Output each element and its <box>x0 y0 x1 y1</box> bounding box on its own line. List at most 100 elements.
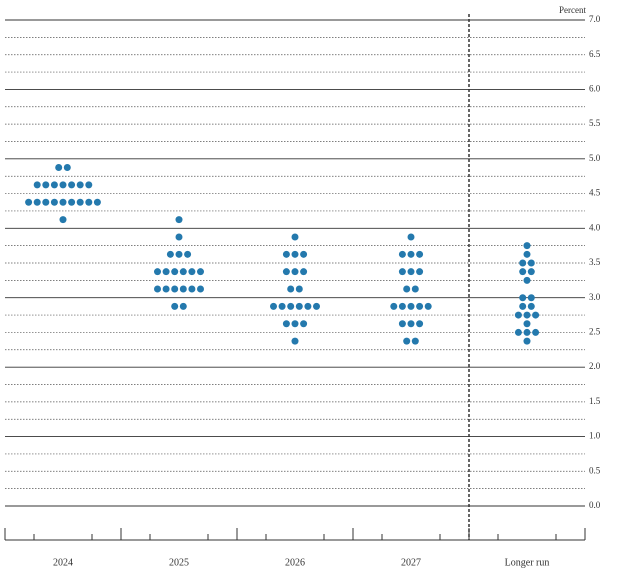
y-tick-label: 4.0 <box>589 222 601 232</box>
y-tick-label: 2.0 <box>589 361 601 371</box>
dot <box>514 328 522 336</box>
dot <box>42 181 50 189</box>
dot <box>76 198 84 206</box>
dot <box>527 302 535 310</box>
dot <box>50 198 58 206</box>
dot <box>59 198 67 206</box>
dot <box>63 164 71 172</box>
dot <box>282 320 290 328</box>
y-tick-label: 2.5 <box>589 326 601 336</box>
dot <box>85 198 93 206</box>
dot <box>523 337 531 345</box>
x-tick-label: 2024 <box>53 557 73 568</box>
dot <box>270 302 277 310</box>
y-tick-label: 7.0 <box>589 14 601 24</box>
dot <box>68 181 76 189</box>
dot <box>416 320 424 328</box>
y-tick-label: 5.5 <box>589 118 601 128</box>
dot <box>390 302 398 310</box>
dot <box>42 198 50 206</box>
dot <box>175 216 183 224</box>
dot <box>291 268 299 276</box>
dot <box>287 285 295 293</box>
y-tick-label: 5.0 <box>589 153 601 163</box>
dot <box>523 242 531 250</box>
y-tick-label: 3.0 <box>589 292 601 302</box>
dot <box>407 250 415 258</box>
dot <box>175 233 183 241</box>
dot <box>519 268 527 276</box>
dot <box>416 268 424 276</box>
dot <box>398 320 406 328</box>
y-tick-label: 1.5 <box>589 396 601 406</box>
dot <box>166 250 174 258</box>
dot <box>162 285 170 293</box>
dot <box>416 302 424 310</box>
dot <box>175 250 183 258</box>
dot <box>407 320 415 328</box>
dot <box>519 302 527 310</box>
dot <box>519 294 527 302</box>
dot <box>532 311 540 319</box>
x-tick-label: 2027 <box>401 557 421 568</box>
dot <box>188 285 196 293</box>
dot <box>523 250 531 258</box>
dot <box>171 285 179 293</box>
y-tick-label: 0.5 <box>589 465 601 475</box>
dot <box>411 337 419 345</box>
dot <box>407 302 415 310</box>
dot <box>179 285 187 293</box>
dot <box>527 294 535 302</box>
dot <box>171 268 179 276</box>
y-tick-label: 6.0 <box>589 83 601 93</box>
dot <box>416 250 424 258</box>
dot <box>282 250 290 258</box>
dot <box>184 250 192 258</box>
dot <box>25 198 33 206</box>
dot <box>282 268 290 276</box>
dot <box>287 302 295 310</box>
dot <box>154 285 161 293</box>
y-tick-label: 0.0 <box>589 500 601 510</box>
dot <box>398 302 406 310</box>
dot <box>523 276 531 284</box>
dot <box>50 181 58 189</box>
dot <box>33 198 41 206</box>
dot <box>304 302 312 310</box>
dot <box>179 302 187 310</box>
dot <box>162 268 170 276</box>
dot <box>33 181 41 189</box>
dot <box>527 259 535 267</box>
dot <box>68 198 76 206</box>
dot <box>291 250 299 258</box>
x-tick-label: Longer run <box>505 557 550 568</box>
dot <box>300 250 308 258</box>
dot <box>295 302 303 310</box>
dot <box>407 268 415 276</box>
y-tick-label: 6.5 <box>589 49 601 59</box>
dot <box>93 198 101 206</box>
dot <box>523 328 531 336</box>
dot <box>300 268 308 276</box>
dot <box>154 268 161 276</box>
dot <box>300 320 308 328</box>
dot <box>171 302 179 310</box>
y-axis-label: Percent <box>559 5 586 15</box>
dot <box>523 311 531 319</box>
dot <box>313 302 320 310</box>
dot <box>403 337 411 345</box>
dot <box>527 268 535 276</box>
dot <box>188 268 196 276</box>
dot <box>59 181 67 189</box>
dot <box>197 268 204 276</box>
dot <box>55 164 63 172</box>
dot <box>514 311 522 319</box>
dot <box>523 320 531 328</box>
dot <box>59 216 67 224</box>
dot <box>519 259 527 267</box>
y-tick-label: 3.5 <box>589 257 601 267</box>
dot <box>398 250 406 258</box>
dot <box>278 302 286 310</box>
dot <box>85 181 93 189</box>
